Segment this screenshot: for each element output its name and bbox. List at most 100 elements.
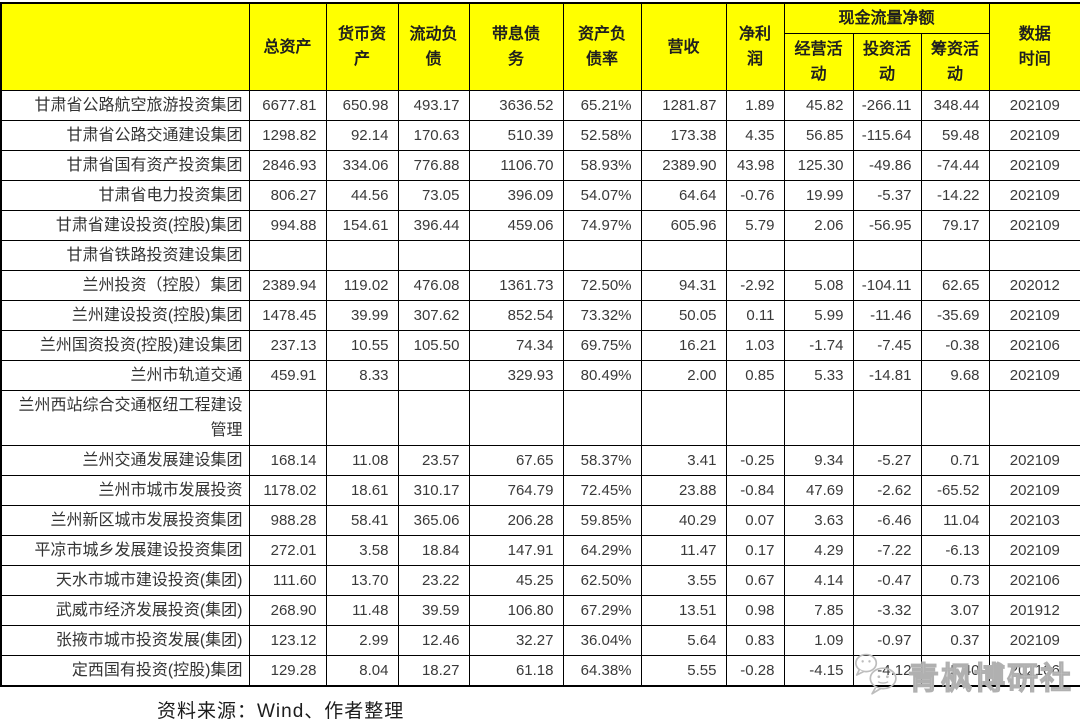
value-cell: 16.21 — [640, 330, 727, 361]
header-monetary-funds: 货币资产 — [325, 2, 399, 91]
value-cell — [468, 390, 564, 446]
data-time-cell: 202106 — [988, 655, 1080, 687]
value-cell: 69.75% — [562, 330, 642, 361]
value-cell: 5.40 — [920, 655, 990, 687]
value-cell: 365.06 — [397, 505, 470, 536]
entity-name-cell: 平凉市城乡发展建设投资集团 — [0, 535, 250, 566]
value-cell: -6.46 — [852, 505, 922, 536]
value-cell: 13.51 — [640, 595, 727, 626]
data-time-cell: 202103 — [988, 505, 1080, 536]
data-time-cell: 202109 — [988, 535, 1080, 566]
value-cell: 0.11 — [725, 300, 785, 331]
value-cell: 0.17 — [725, 535, 785, 566]
table-row: 甘肃省国有资产投资集团 2846.93 334.06 776.88 1106.70 58.… — [0, 150, 1080, 181]
data-time-cell: 202109 — [988, 180, 1080, 211]
value-cell: 806.27 — [248, 180, 327, 211]
table-row: 平凉市城乡发展建设投资集团 272.01 3.58 18.84 147.91 64.29%… — [0, 535, 1080, 566]
value-cell: 2846.93 — [248, 150, 327, 181]
data-time-cell: 202109 — [988, 210, 1080, 241]
value-cell: -5.37 — [852, 180, 922, 211]
value-cell: 12.46 — [397, 625, 470, 656]
value-cell: 3.63 — [783, 505, 854, 536]
value-cell: 459.91 — [248, 360, 327, 391]
entity-name-cell: 兰州新区城市发展投资集团 — [0, 505, 250, 536]
header-label: 总资产 — [263, 38, 312, 56]
entity-name-cell: 定西国有投资(控股)集团 — [0, 655, 250, 687]
value-cell: 2389.94 — [248, 270, 327, 301]
data-time-cell — [988, 240, 1080, 271]
value-cell: 59.48 — [920, 120, 990, 151]
header-label: 投资活动 — [862, 41, 911, 83]
value-cell: 73.32% — [562, 300, 642, 331]
value-cell: 32.27 — [468, 625, 564, 656]
header-cash-flow-group: 现金流量净额 — [783, 2, 990, 34]
value-cell — [920, 390, 990, 446]
table-body: 甘肃省公路航空旅游投资集团 6677.81 650.98 493.17 3636.52 6… — [0, 90, 1080, 687]
data-time-cell: 202109 — [988, 150, 1080, 181]
value-cell: -5.27 — [852, 445, 922, 476]
data-time-cell: 202109 — [988, 360, 1080, 391]
entity-name-cell: 兰州交通发展建设集团 — [0, 445, 250, 476]
value-cell: 764.79 — [468, 475, 564, 506]
value-cell — [248, 240, 327, 271]
value-cell: 105.50 — [397, 330, 470, 361]
header-operating-activities: 经营活动 — [783, 33, 854, 91]
header-label: 资产负债率 — [577, 26, 626, 68]
value-cell: 58.41 — [325, 505, 399, 536]
entity-name-cell: 张掖市城市投资发展(集团) — [0, 625, 250, 656]
value-cell: 5.08 — [783, 270, 854, 301]
value-cell: 129.28 — [248, 655, 327, 687]
value-cell: 11.47 — [640, 535, 727, 566]
header-current-liabilities: 流动负债 — [397, 2, 470, 91]
table-row: 甘肃省铁路投资建设集团 — [0, 240, 1080, 271]
entity-name-cell: 兰州西站综合交通枢纽工程建设管理 — [0, 390, 250, 446]
value-cell: 64.64 — [640, 180, 727, 211]
value-cell: 10.55 — [325, 330, 399, 361]
value-cell: -7.22 — [852, 535, 922, 566]
value-cell: 36.04% — [562, 625, 642, 656]
header-label: 营收 — [667, 38, 700, 56]
value-cell: -2.62 — [852, 475, 922, 506]
entity-name-cell: 兰州投资（控股）集团 — [0, 270, 250, 301]
value-cell: 310.17 — [397, 475, 470, 506]
table-row: 甘肃省建设投资(控股)集团 994.88 154.61 396.44 459.06 74.… — [0, 210, 1080, 241]
value-cell: 173.38 — [640, 120, 727, 151]
table-row: 张掖市城市投资发展(集团) 123.12 2.99 12.46 32.27 36.04% 5… — [0, 625, 1080, 656]
entity-name-cell: 武威市经济发展投资(集团) — [0, 595, 250, 626]
value-cell: 44.56 — [325, 180, 399, 211]
value-cell: -266.11 — [852, 90, 922, 121]
value-cell: 11.08 — [325, 445, 399, 476]
value-cell: 2.00 — [640, 360, 727, 391]
entity-name-cell: 甘肃省铁路投资建设集团 — [0, 240, 250, 271]
financial-table: 总资产 货币资产 流动负债 带息债务 资产负债率 营收 净利润 现金流量净额 数… — [0, 2, 1080, 687]
value-cell: 5.99 — [783, 300, 854, 331]
header-revenue: 营收 — [640, 2, 727, 91]
table-row: 兰州建设投资(控股)集团 1478.45 39.99 307.62 852.54 73.3… — [0, 300, 1080, 331]
value-cell: -49.86 — [852, 150, 922, 181]
value-cell: 9.34 — [783, 445, 854, 476]
value-cell — [783, 390, 854, 446]
header-interest-bearing-debt: 带息债务 — [468, 2, 564, 91]
value-cell — [640, 390, 727, 446]
value-cell: -0.25 — [725, 445, 785, 476]
value-cell: 18.61 — [325, 475, 399, 506]
value-cell: 59.85% — [562, 505, 642, 536]
value-cell: 5.55 — [640, 655, 727, 687]
header-label: 筹资活动 — [930, 41, 979, 83]
value-cell: 65.21% — [562, 90, 642, 121]
value-cell: 58.93% — [562, 150, 642, 181]
value-cell: -3.32 — [852, 595, 922, 626]
value-cell — [397, 390, 470, 446]
value-cell: 459.06 — [468, 210, 564, 241]
table-row: 兰州新区城市发展投资集团 988.28 58.41 365.06 206.28 59.85… — [0, 505, 1080, 536]
value-cell: 67.29% — [562, 595, 642, 626]
value-cell: 1361.73 — [468, 270, 564, 301]
value-cell: 650.98 — [325, 90, 399, 121]
table-row: 甘肃省公路航空旅游投资集团 6677.81 650.98 493.17 3636.52 6… — [0, 90, 1080, 121]
value-cell: 64.38% — [562, 655, 642, 687]
value-cell: 40.29 — [640, 505, 727, 536]
value-cell: 43.98 — [725, 150, 785, 181]
table-row: 兰州国资投资(控股)建设集团 237.13 10.55 105.50 74.34 69.7… — [0, 330, 1080, 361]
value-cell: 9.68 — [920, 360, 990, 391]
value-cell: 1178.02 — [248, 475, 327, 506]
